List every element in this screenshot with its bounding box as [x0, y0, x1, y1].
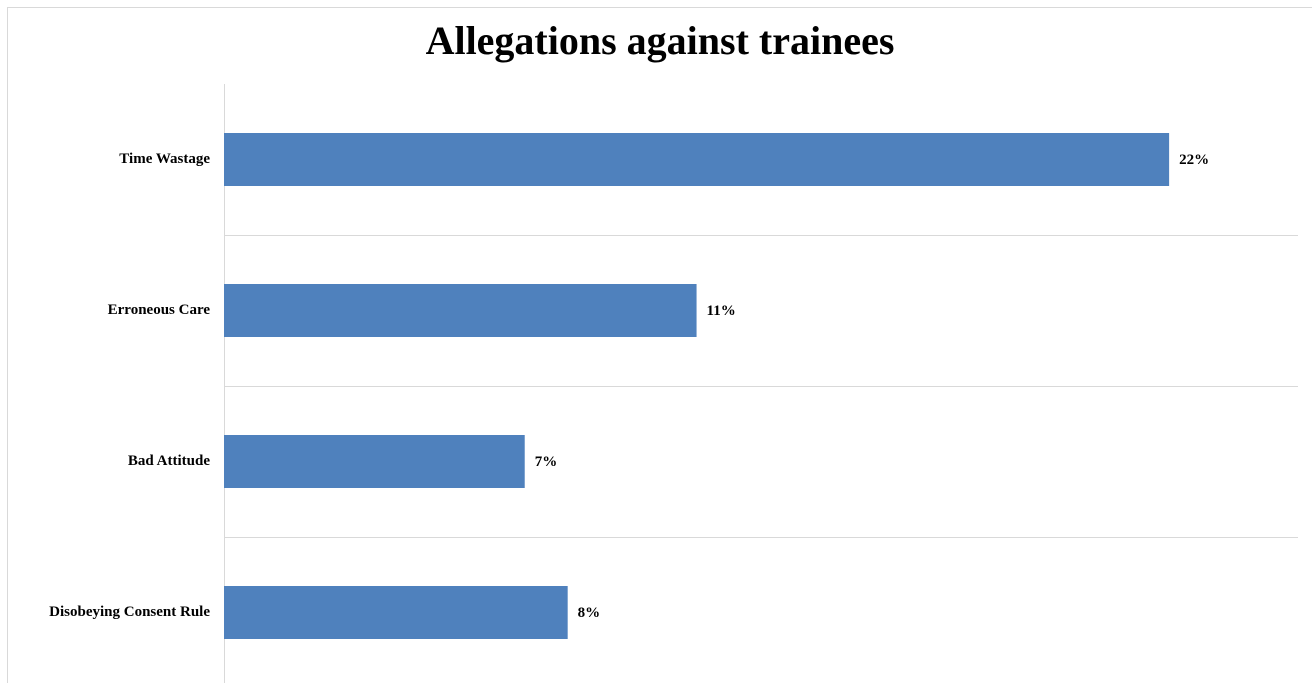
data-label: 7% [535, 454, 558, 470]
bar [224, 435, 525, 488]
y-tick-label: Bad Attitude [128, 453, 210, 469]
chart-frame [7, 7, 1312, 683]
y-tick-label: Time Wastage [119, 151, 210, 167]
bar [224, 284, 697, 337]
bar [224, 586, 568, 639]
data-label: 11% [707, 303, 736, 319]
data-label: 22% [1179, 152, 1209, 168]
y-tick-label: Disobeying Consent Rule [49, 604, 210, 620]
chart-title: Allegations against trainees [426, 18, 895, 63]
bar [224, 133, 1170, 186]
data-label: 8% [578, 605, 601, 621]
y-tick-label: Erroneous Care [108, 302, 211, 318]
